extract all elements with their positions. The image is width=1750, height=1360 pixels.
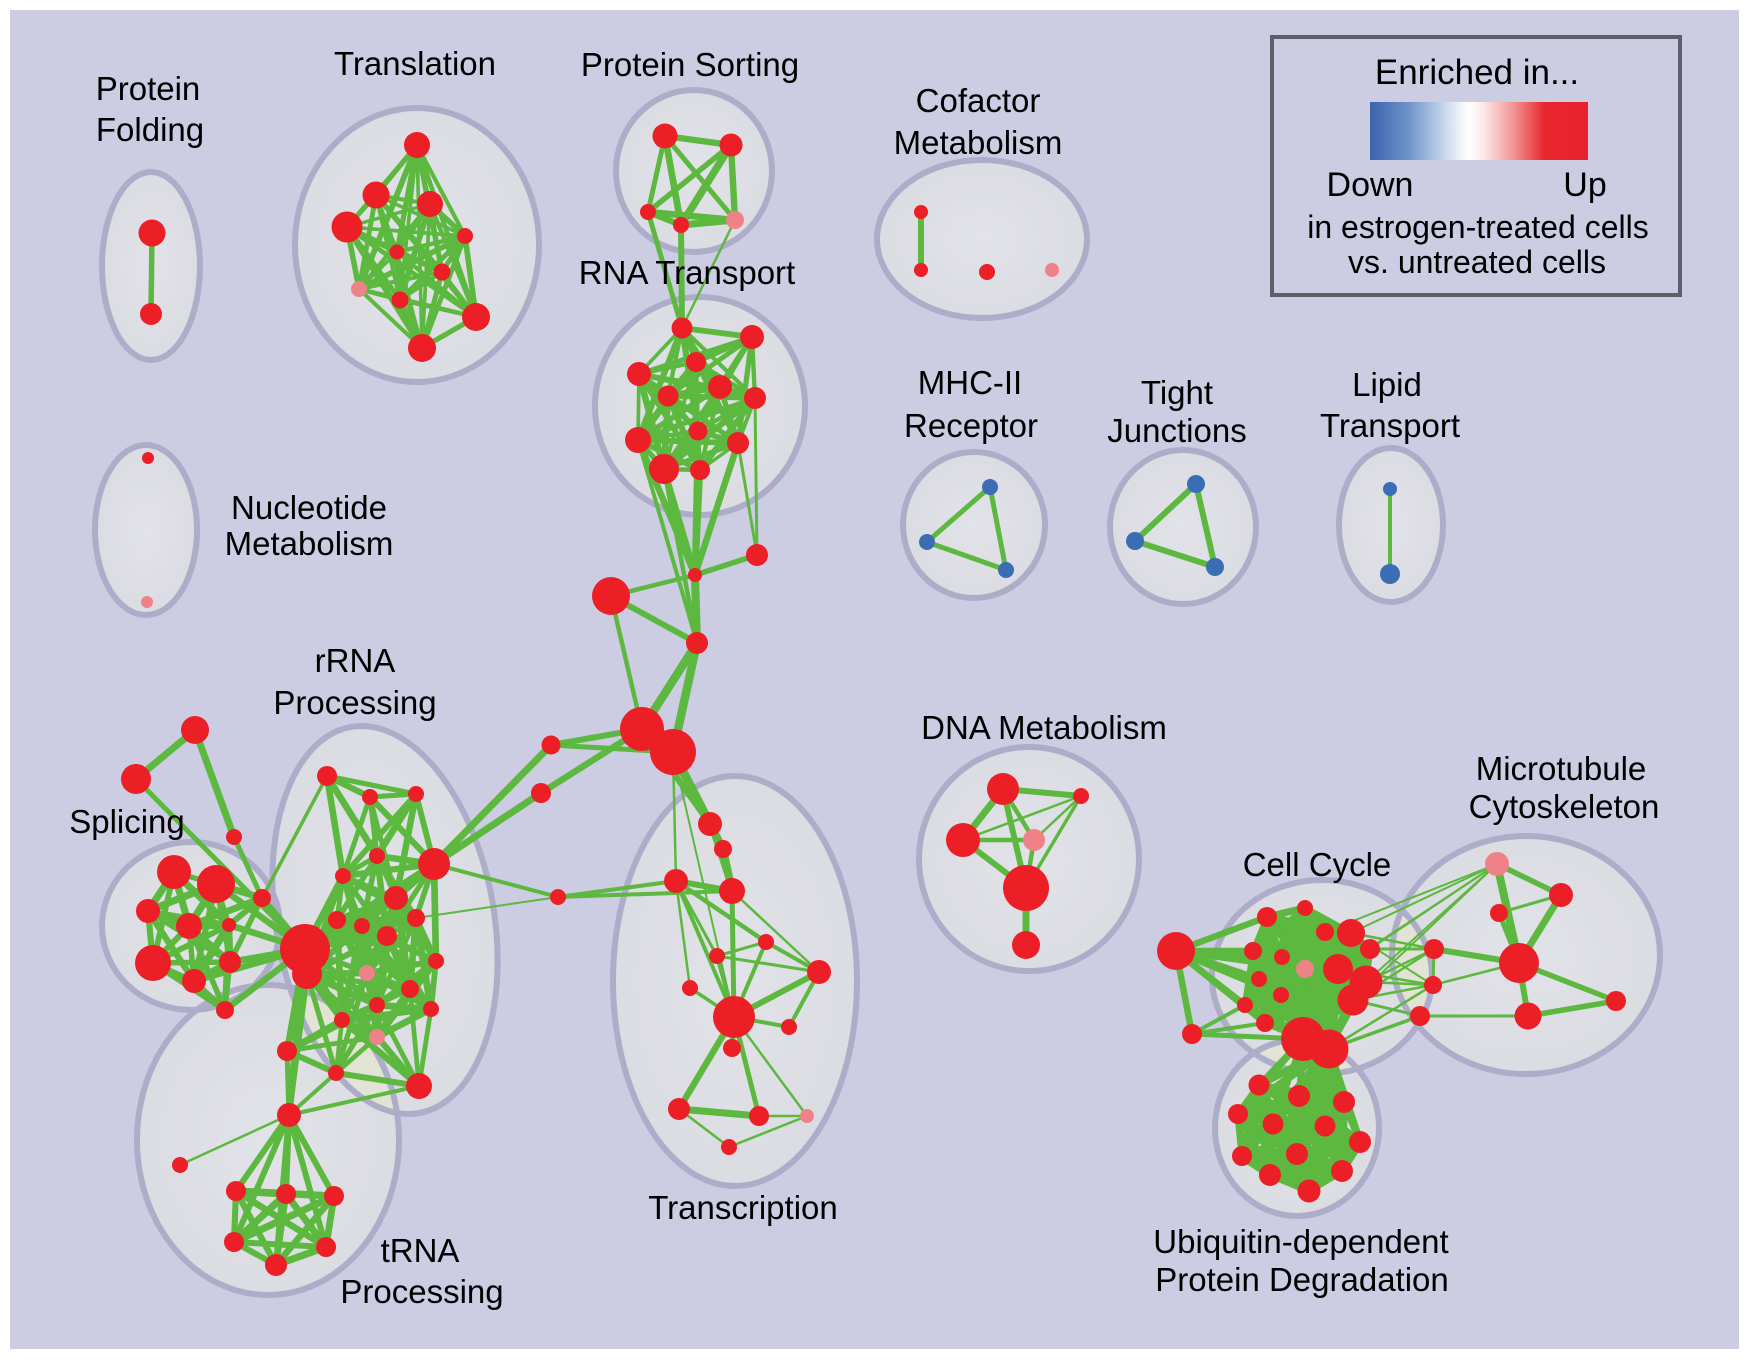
svg-text:Microtubule: Microtubule xyxy=(1476,750,1647,787)
svg-text:Enriched in...: Enriched in... xyxy=(1375,53,1579,92)
svg-text:Splicing: Splicing xyxy=(69,803,185,840)
svg-text:Tight: Tight xyxy=(1141,374,1213,411)
svg-text:Protein: Protein xyxy=(96,70,201,107)
svg-text:Junctions: Junctions xyxy=(1107,412,1246,449)
svg-text:Transport: Transport xyxy=(1320,407,1460,444)
svg-text:Cofactor: Cofactor xyxy=(916,82,1041,119)
svg-text:Cytoskeleton: Cytoskeleton xyxy=(1469,788,1660,825)
svg-text:in estrogen-treated cells: in estrogen-treated cells xyxy=(1307,209,1649,245)
svg-text:Protein Degradation: Protein Degradation xyxy=(1155,1261,1449,1298)
svg-text:Translation: Translation xyxy=(334,45,496,82)
svg-text:RNA Transport: RNA Transport xyxy=(579,254,795,291)
svg-text:Metabolism: Metabolism xyxy=(225,525,394,562)
svg-text:Nucleotide: Nucleotide xyxy=(231,489,387,526)
svg-text:MHC-II: MHC-II xyxy=(918,364,1022,401)
svg-text:Folding: Folding xyxy=(96,111,204,148)
svg-text:Up: Up xyxy=(1563,166,1606,204)
svg-text:Processing: Processing xyxy=(340,1273,503,1310)
svg-text:rRNA: rRNA xyxy=(315,642,396,679)
svg-text:tRNA: tRNA xyxy=(381,1232,460,1269)
svg-text:Ubiquitin-dependent: Ubiquitin-dependent xyxy=(1153,1223,1448,1260)
svg-text:Lipid: Lipid xyxy=(1352,366,1422,403)
svg-text:Transcription: Transcription xyxy=(648,1189,838,1226)
svg-text:DNA Metabolism: DNA Metabolism xyxy=(921,709,1167,746)
svg-text:vs. untreated cells: vs. untreated cells xyxy=(1348,244,1606,280)
svg-text:Metabolism: Metabolism xyxy=(894,124,1063,161)
svg-text:Down: Down xyxy=(1327,166,1414,204)
svg-text:Receptor: Receptor xyxy=(904,407,1038,444)
svg-text:Processing: Processing xyxy=(273,684,436,721)
svg-text:Cell Cycle: Cell Cycle xyxy=(1243,846,1392,883)
svg-text:Protein Sorting: Protein Sorting xyxy=(581,46,799,83)
